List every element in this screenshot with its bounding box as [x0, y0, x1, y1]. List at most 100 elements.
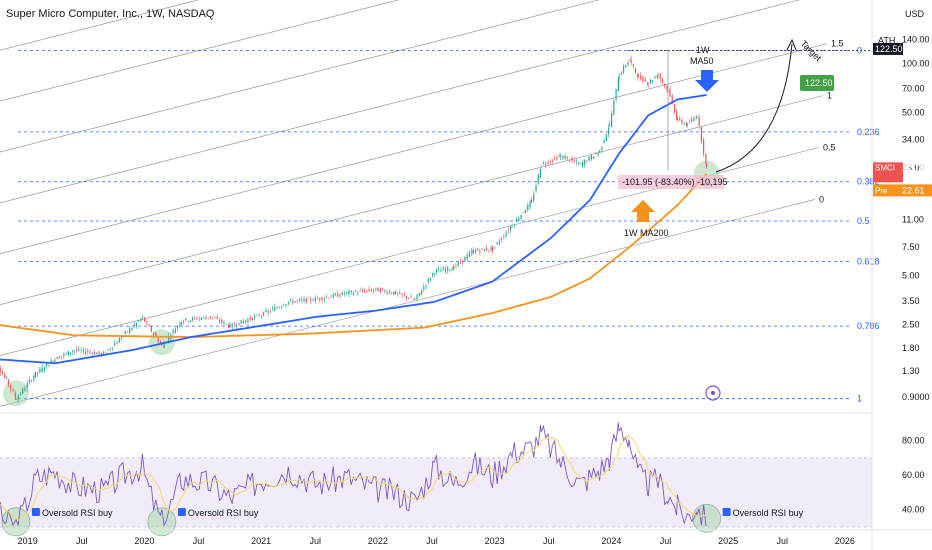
y-tick-1.80: 1.80: [902, 343, 920, 353]
candle-body: [637, 74, 639, 79]
candle-body: [693, 118, 695, 121]
x-tick-Jul-1: Jul: [76, 536, 88, 546]
candle-body: [223, 321, 225, 324]
target-curve: [715, 43, 793, 173]
candle-body: [562, 155, 564, 158]
candle-body: [382, 288, 384, 290]
candle-body: [691, 119, 693, 122]
rsi-circle-3: [692, 503, 722, 533]
candle-body: [87, 350, 89, 353]
candle-body: [5, 377, 7, 379]
candle-body: [433, 273, 435, 275]
candle-body: [564, 156, 566, 160]
x-tick-Jul-11: Jul: [660, 536, 672, 546]
ma200-arrow-icon: [631, 200, 655, 222]
ma50-label: 1W: [696, 45, 710, 55]
candle-body: [468, 252, 471, 257]
oversold-flag-icon: [31, 508, 40, 516]
candle-body: [617, 80, 619, 92]
candle-body: [545, 163, 547, 166]
candle-body: [105, 352, 107, 354]
candle-body: [457, 262, 459, 266]
candle-body: [700, 127, 702, 142]
candle-body: [642, 76, 644, 82]
candle-body: [590, 155, 592, 160]
candle-body: [352, 293, 355, 295]
candle-body: [537, 174, 539, 184]
x-tick-2023-8: 2023: [485, 536, 505, 546]
candle-body: [608, 123, 610, 125]
candle-body: [435, 269, 438, 272]
x-tick-Jul-13: Jul: [776, 536, 788, 546]
candle-body: [507, 230, 509, 232]
candle-body: [462, 260, 464, 262]
candle-body: [111, 347, 114, 349]
y-tick-140.00: 140.00: [902, 34, 930, 44]
candle-body: [314, 297, 316, 301]
candle-body: [423, 286, 425, 290]
candle-body: [505, 232, 507, 237]
channel-label-0.5: 0.5: [823, 142, 836, 152]
candle-body: [640, 75, 642, 80]
fib-label-1: 1: [857, 394, 862, 404]
ath-label: ATH: [878, 35, 895, 45]
candle-body: [249, 317, 251, 320]
candle-body: [146, 321, 148, 323]
x-tick-Jul-5: Jul: [310, 536, 322, 546]
candle-body: [535, 185, 537, 192]
candle-body: [357, 292, 359, 294]
candle-body: [637, 74, 640, 77]
y-tick-70.00: 70.00: [902, 84, 925, 94]
candle-body: [588, 156, 590, 161]
target-value: 122.50: [805, 78, 833, 88]
candle-body: [148, 324, 150, 327]
candle-body: [605, 134, 607, 141]
candle-body: [332, 293, 334, 298]
last-time: 1d 12h: [903, 172, 927, 181]
currency-label: USD: [905, 9, 925, 19]
candle-body: [67, 351, 69, 356]
candle-body: [444, 268, 447, 272]
candle-body: [321, 297, 323, 301]
candle-body: [610, 113, 613, 127]
candle-body: [530, 200, 533, 203]
candle-body: [479, 250, 481, 253]
pre-price: 22.61: [902, 185, 925, 195]
candle-body: [477, 248, 479, 251]
x-tick-Jul-3: Jul: [193, 536, 205, 546]
candle-body: [120, 337, 123, 339]
x-tick-2025-12: 2025: [718, 536, 738, 546]
candle-body: [176, 326, 179, 328]
candle-body: [685, 123, 688, 126]
fib-label-0.618: 0.618: [857, 256, 880, 266]
candle-body: [613, 100, 615, 116]
candle-body: [26, 383, 28, 389]
candle-body: [100, 353, 102, 355]
candle-body: [12, 389, 14, 392]
candle-body: [82, 349, 84, 351]
candle-body: [10, 384, 12, 390]
candle-body: [524, 210, 527, 214]
candle-body: [294, 301, 296, 303]
candle-body: [276, 307, 278, 309]
target-arrowhead-icon: [786, 38, 797, 51]
candle-body: [486, 248, 488, 251]
y-tick-2.50: 2.50: [902, 320, 920, 330]
candle-body: [673, 104, 676, 113]
candle-body: [420, 291, 423, 295]
candle-body: [75, 349, 78, 351]
candle-body: [361, 290, 364, 292]
candle-body: [339, 295, 341, 297]
candle-body: [56, 357, 58, 360]
candle-body: [403, 294, 405, 296]
x-tick-2021-4: 2021: [251, 536, 271, 546]
candle-body: [377, 287, 379, 292]
x-tick-Jul-7: Jul: [426, 536, 438, 546]
candle-body: [24, 388, 26, 392]
chart-title: Super Micro Computer, Inc., 1W, NASDAQ: [6, 8, 215, 20]
y-tick-23.00: 23.00: [902, 162, 925, 172]
candle-body: [214, 317, 216, 319]
